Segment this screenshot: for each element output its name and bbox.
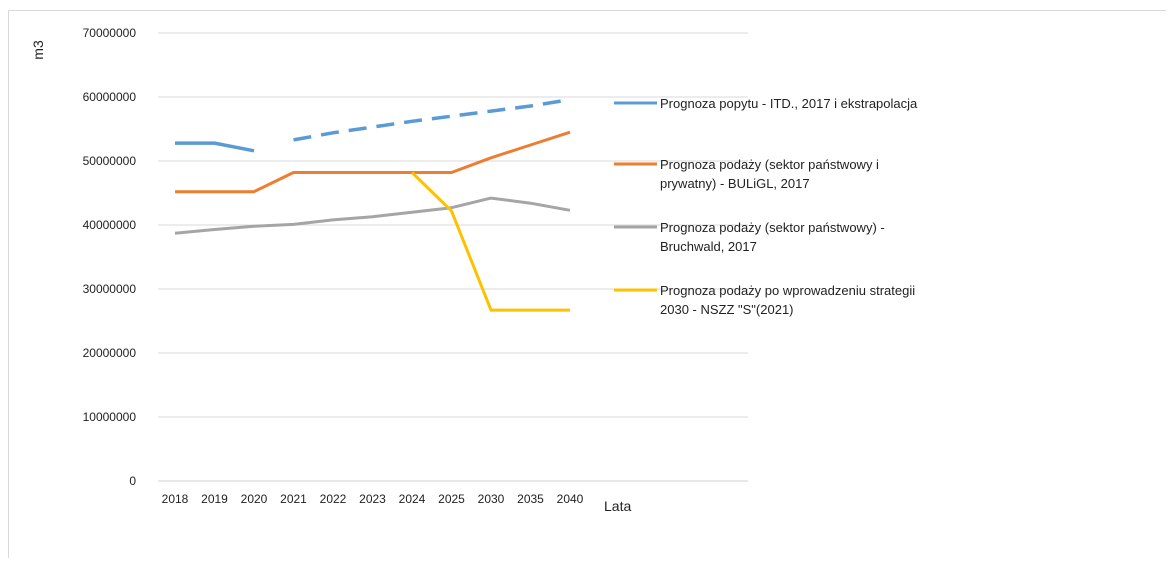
- x-tick-label: 2023: [359, 492, 386, 506]
- legend-label: Bruchwald, 2017: [660, 239, 757, 254]
- series-line-dashed-0: [293, 97, 571, 142]
- legend-label: 2030 - NSZZ "S"(2021): [660, 302, 794, 317]
- x-tick-label: 2035: [517, 492, 544, 506]
- x-tick-label: 2024: [399, 492, 426, 506]
- x-tick-label: 2019: [201, 492, 228, 506]
- y-tick-label: 0: [129, 474, 136, 488]
- legend-label: Prognoza podaży (sektor państwowy i: [660, 157, 879, 172]
- y-axis-ticks: 0 10000000 20000000 30000000 40000000 5000000…: [83, 26, 137, 488]
- legend-label: Prognoza podaży po wprowadzeniu strategi…: [660, 283, 915, 298]
- legend-label: Prognoza podaży (sektor państwowy) -: [660, 220, 885, 235]
- x-axis-title: Lata: [604, 498, 631, 514]
- y-tick-label: 30000000: [83, 282, 137, 296]
- y-tick-label: 20000000: [83, 346, 137, 360]
- y-tick-label: 70000000: [83, 26, 137, 40]
- chart-area: [8, 10, 1166, 558]
- series-line-3: [410, 171, 570, 312]
- x-axis-ticks: 2018 2019 2020 2021 2022 2023 2024 2025 2030 2035…: [162, 492, 584, 506]
- series-line-solid-0: [175, 141, 255, 153]
- y-tick-label: 40000000: [83, 218, 137, 232]
- legend: Prognoza popytu - ITD., 2017 i ekstrapol…: [614, 96, 918, 317]
- y-tick-label: 10000000: [83, 410, 137, 424]
- legend-label: prywatny) - BULiGL, 2017: [660, 176, 810, 191]
- y-tick-label: 50000000: [83, 154, 137, 168]
- x-tick-label: 2020: [241, 492, 268, 506]
- x-tick-label: 2025: [438, 492, 465, 506]
- y-axis-title: m3: [30, 40, 46, 60]
- x-tick-label: 2021: [280, 492, 307, 506]
- x-tick-label: 2040: [557, 492, 584, 506]
- x-tick-label: 2018: [162, 492, 189, 506]
- y-tick-label: 60000000: [83, 90, 137, 104]
- series-lines: [174, 97, 571, 312]
- series-line-1: [175, 130, 571, 194]
- series-line-2: [174, 196, 571, 235]
- x-tick-label: 2030: [478, 492, 505, 506]
- legend-label: Prognoza popytu - ITD., 2017 i ekstrapol…: [660, 96, 918, 111]
- x-tick-label: 2022: [320, 492, 347, 506]
